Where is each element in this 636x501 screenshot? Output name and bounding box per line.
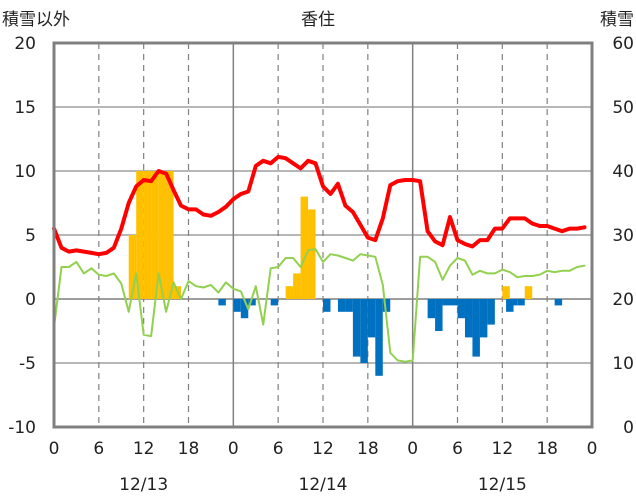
left-tick-label: 10: [14, 162, 36, 182]
bar: [158, 171, 167, 299]
left-tick-label: 5: [25, 226, 36, 246]
bar: [457, 299, 465, 319]
right-axis-title: 積雪: [600, 10, 634, 30]
bar: [464, 299, 473, 338]
bar: [382, 299, 391, 312]
frame-layer: [52, 41, 594, 429]
bar: [502, 286, 510, 299]
x-tick-label: 6: [452, 439, 463, 459]
left-tick-label: -5: [19, 354, 36, 374]
bar: [270, 299, 279, 306]
bars-layer: [128, 171, 563, 376]
bar: [285, 286, 294, 299]
x-tick-label: 12: [492, 439, 514, 459]
right-tick-label: 10: [612, 354, 634, 374]
right-tick-label: 20: [612, 290, 634, 310]
bar: [166, 171, 174, 299]
date-label: 12/13: [119, 475, 168, 495]
x-tick-label: 0: [228, 439, 239, 459]
bar: [367, 299, 376, 338]
bar: [517, 299, 525, 306]
bar: [218, 299, 226, 306]
bar: [337, 299, 346, 312]
bar: [323, 299, 331, 312]
bar: [345, 299, 353, 312]
bar: [300, 196, 309, 299]
plot-frame: [52, 41, 594, 429]
x-tick-label: 6: [273, 439, 284, 459]
x-tick-label: 18: [536, 439, 558, 459]
x-tick-label: 0: [407, 439, 418, 459]
bar: [240, 299, 249, 319]
bar: [293, 273, 301, 299]
bar: [472, 299, 480, 357]
bar: [554, 299, 563, 306]
series-line-snow-depth: [52, 154, 587, 257]
left-axis-title: 積雪以外: [2, 10, 70, 30]
bar: [524, 286, 533, 299]
date-label: 12/15: [478, 475, 527, 495]
left-tick-label: 15: [14, 98, 36, 118]
bar: [450, 299, 458, 306]
bar: [427, 299, 436, 319]
x-tick-label: 12: [312, 439, 334, 459]
right-tick-label: 60: [612, 34, 634, 54]
bar: [479, 299, 488, 338]
x-tick-label: 0: [49, 439, 60, 459]
left-tick-label: 20: [14, 34, 36, 54]
right-tick-label: 30: [612, 226, 634, 246]
bar: [248, 299, 256, 306]
x-tick-label: 18: [357, 439, 379, 459]
bar: [308, 209, 316, 299]
bar: [509, 299, 518, 306]
x-tick-label: 6: [93, 439, 104, 459]
right-tick-label: 50: [612, 98, 634, 118]
bar: [360, 299, 368, 363]
bar: [487, 299, 495, 325]
bar: [233, 299, 241, 312]
chart-title: 香住: [301, 10, 335, 30]
bar: [435, 299, 443, 331]
bar: [442, 299, 451, 306]
bar: [143, 171, 152, 299]
x-tick-label: 18: [178, 439, 200, 459]
series-line-temperature: [53, 248, 586, 363]
bar: [151, 171, 159, 299]
right-tick-label: 40: [612, 162, 634, 182]
bar: [375, 299, 383, 376]
right-tick-label: 0: [623, 418, 634, 438]
x-tick-label: 0: [587, 439, 598, 459]
bar: [136, 171, 144, 299]
lines-layer: [52, 154, 587, 363]
left-tick-label: -10: [8, 418, 36, 438]
date-label: 12/14: [299, 475, 348, 495]
bar: [352, 299, 361, 357]
left-tick-label: 0: [25, 290, 36, 310]
bar: [128, 235, 137, 299]
x-tick-label: 12: [133, 439, 155, 459]
